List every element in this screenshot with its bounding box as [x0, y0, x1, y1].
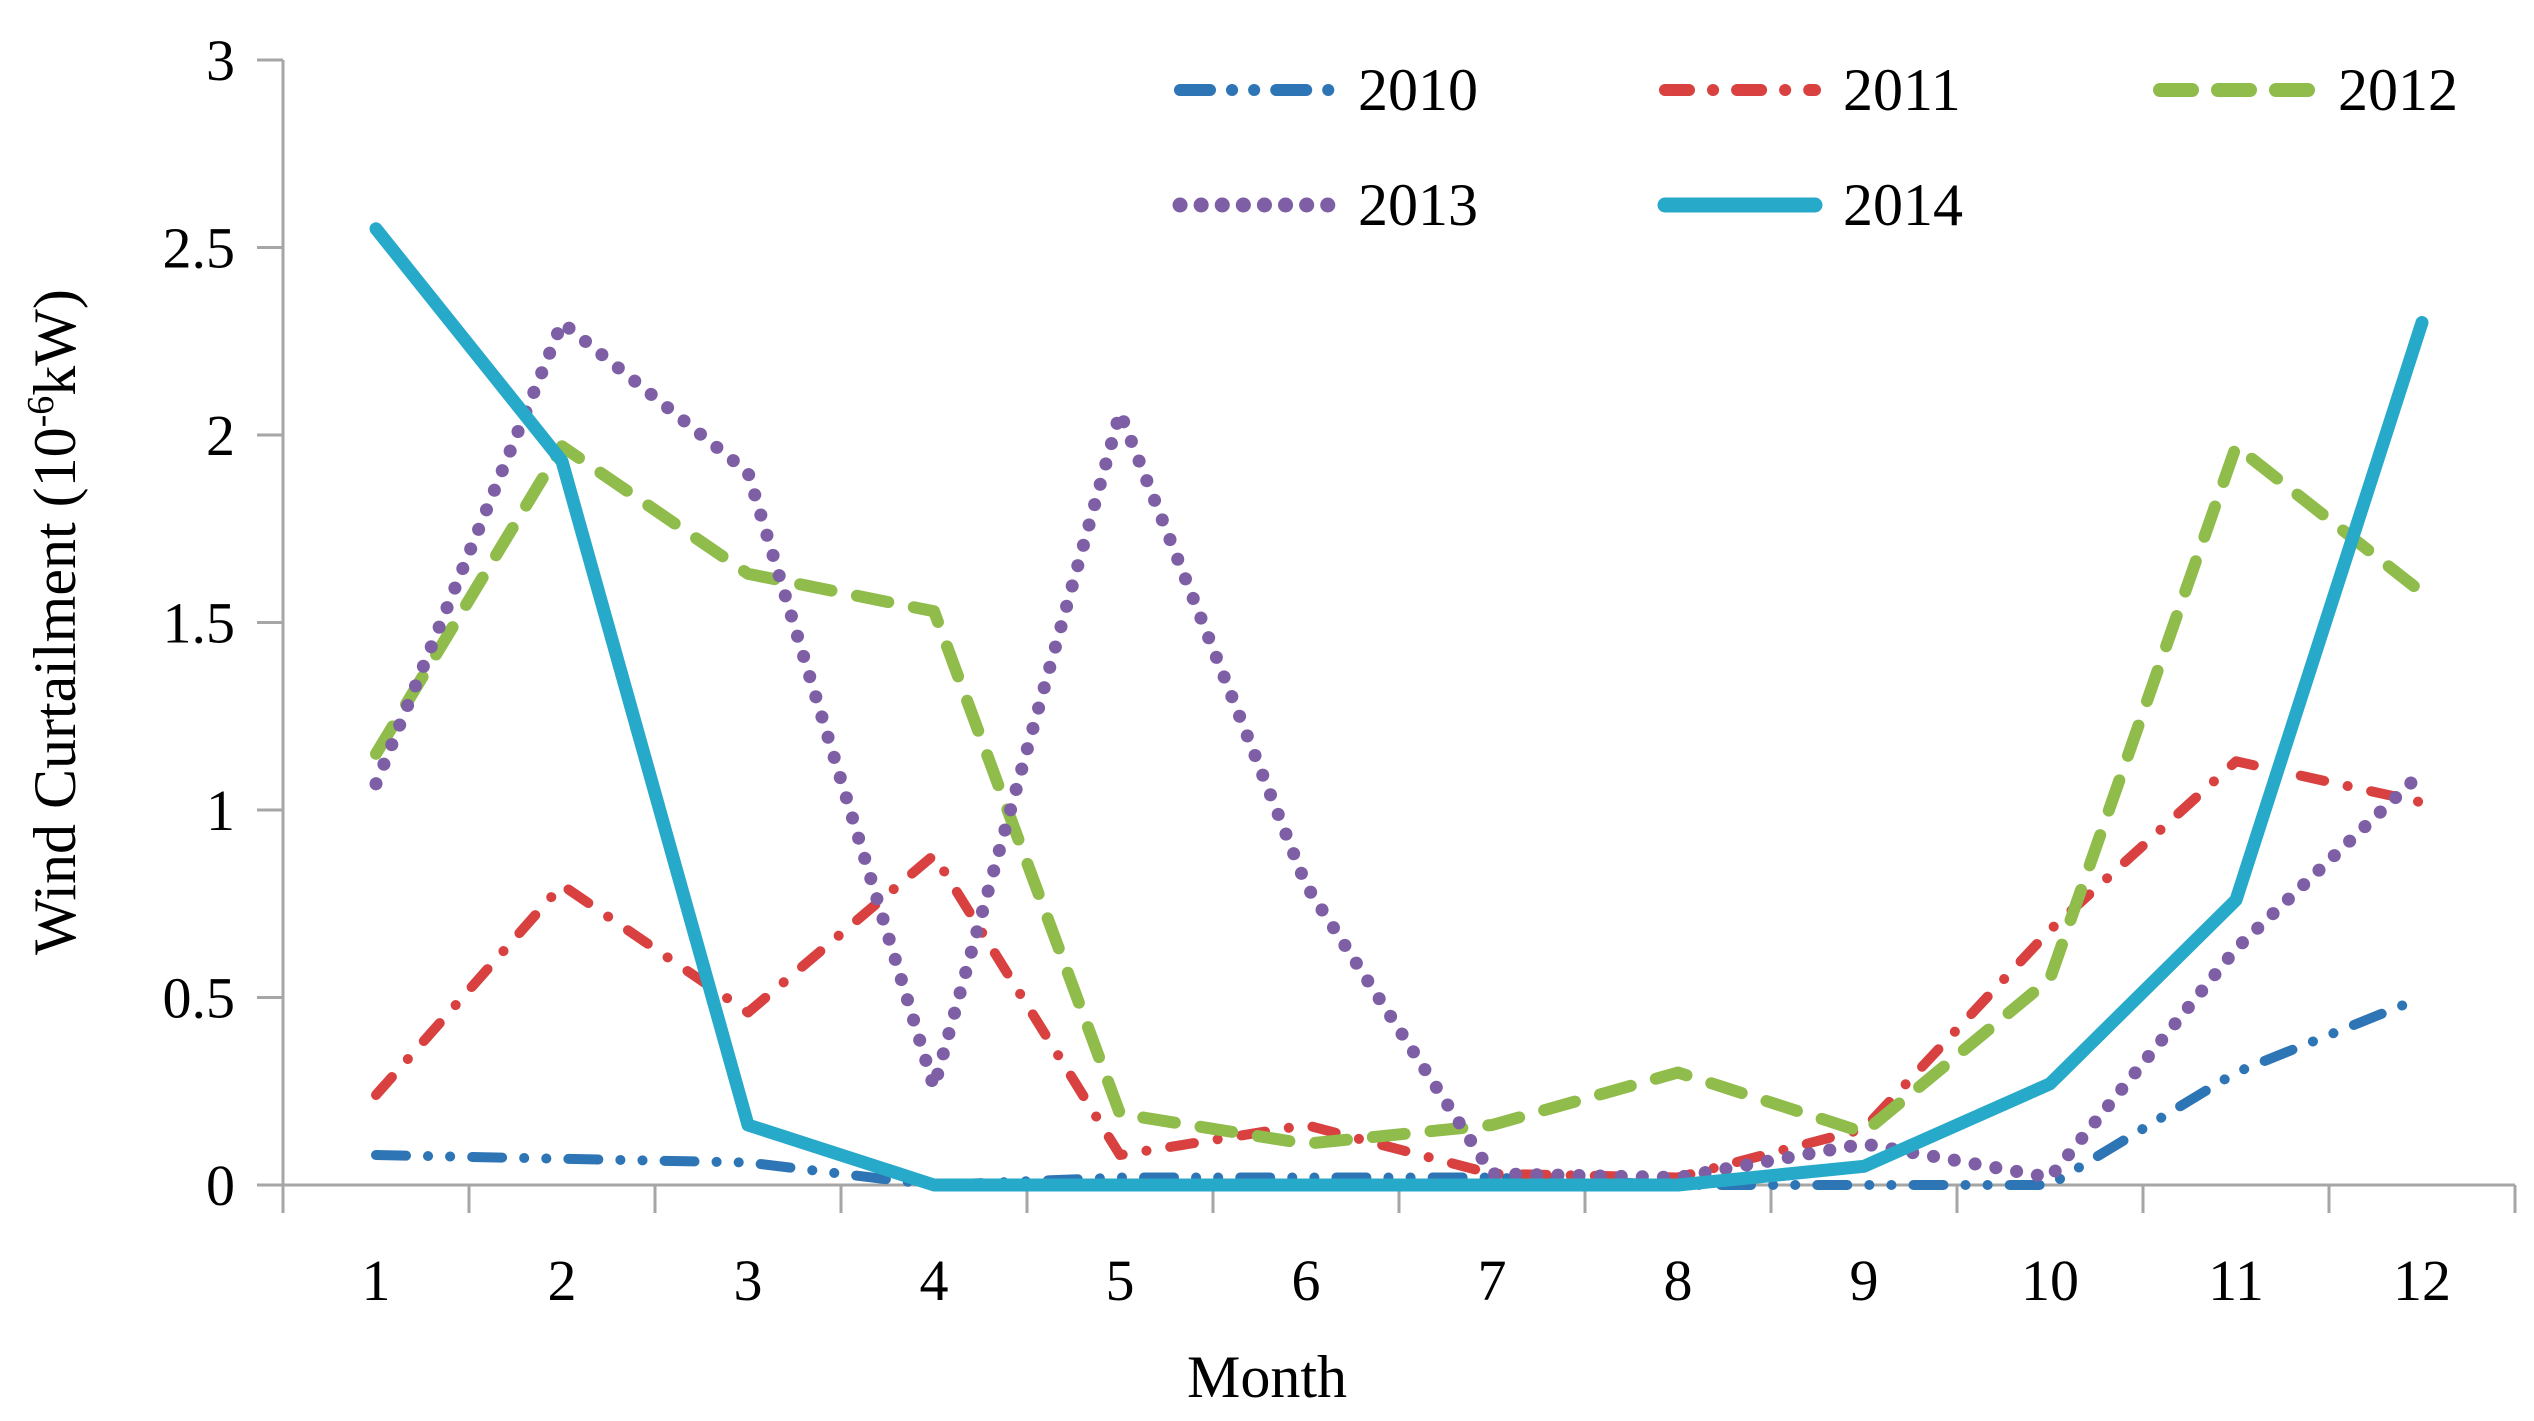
- series-line-2011: [371, 756, 2427, 1183]
- series-line-2014: [369, 222, 2429, 1192]
- x-tick-label: 10: [2021, 1248, 2079, 1313]
- legend-label-2014: 2014: [1843, 172, 1963, 238]
- y-tick-label: 0.5: [163, 966, 236, 1031]
- legend-label-2010: 2010: [1358, 57, 1478, 123]
- x-tick-label: 7: [1478, 1248, 1507, 1313]
- y-tick-label: 3: [206, 28, 235, 93]
- legend-item-2011: 2011: [1659, 57, 1961, 123]
- x-tick-label: 1: [362, 1248, 391, 1313]
- y-tick-label: 1: [206, 778, 235, 843]
- x-tick-label: 2: [548, 1248, 577, 1313]
- legend-item-2014: 2014: [1657, 172, 1963, 238]
- y-tick-label: 0: [206, 1153, 235, 1218]
- series-line-2010: [371, 992, 2427, 1190]
- legend-label-2013: 2013: [1358, 172, 1478, 238]
- x-tick-label: 5: [1106, 1248, 1135, 1313]
- x-tick-label: 9: [1850, 1248, 1879, 1313]
- legend-label-2012: 2012: [2338, 57, 2458, 123]
- legend-label-2011: 2011: [1843, 57, 1961, 123]
- y-tick-label: 2: [206, 403, 235, 468]
- series-line-2013: [369, 316, 2429, 1184]
- x-tick-label: 11: [2208, 1248, 2264, 1313]
- x-tick-label: 6: [1292, 1248, 1321, 1313]
- x-tick-label: 12: [2393, 1248, 2451, 1313]
- series-line-2012: [370, 440, 2428, 1150]
- y-tick-label: 2.5: [163, 216, 236, 281]
- x-axis-title: Month: [1187, 1344, 1347, 1410]
- x-tick-label: 4: [920, 1248, 949, 1313]
- y-axis-title: Wind Curtailment (10-6kW): [20, 289, 88, 955]
- legend-item-2010: 2010: [1174, 57, 1478, 123]
- legend-item-2012: 2012: [2153, 57, 2458, 123]
- x-tick-label: 8: [1664, 1248, 1693, 1313]
- x-tick-label: 3: [734, 1248, 763, 1313]
- y-tick-label: 1.5: [163, 591, 236, 656]
- legend-item-2013: 2013: [1172, 172, 1478, 238]
